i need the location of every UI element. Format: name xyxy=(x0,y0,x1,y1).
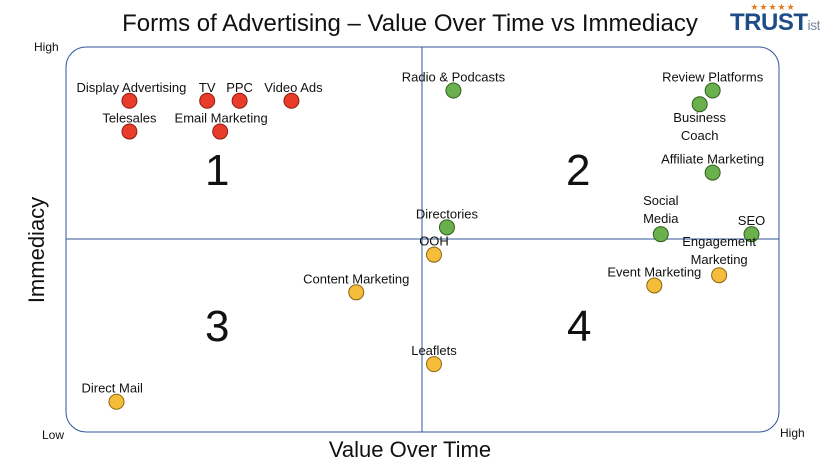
point-label-directories: Directories xyxy=(416,206,479,221)
trustist-logo: ★★★★★ TRUSTist xyxy=(730,2,820,42)
point-label-business-coach: Business Coach xyxy=(673,110,726,143)
data-point-engagement-marketing xyxy=(711,267,728,284)
x-axis-label: Value Over Time xyxy=(328,437,492,462)
quadrant-4-label: 4 xyxy=(567,302,592,351)
quadrant-3-label: 3 xyxy=(205,302,230,351)
point-label-telesales: Telesales xyxy=(102,111,157,126)
point-label-content-marketing: Content Marketing xyxy=(303,271,409,286)
quadrant-1-label: 1 xyxy=(205,146,230,195)
data-points: Display Advertising TV PPC Video Ads Telesal… xyxy=(77,70,765,410)
point-label-event-marketing: Event Marketing xyxy=(607,264,701,279)
point-label-tv: TV xyxy=(199,80,216,95)
logo-brand: TRUST xyxy=(730,9,808,36)
point-label-ooh: OOH xyxy=(419,234,449,249)
point-label-review-platforms: Review Platforms xyxy=(662,70,764,85)
point-label-engagement-marketing: Engagement Marketing xyxy=(682,234,756,267)
data-point-telesales xyxy=(121,123,138,140)
data-point-review-platforms xyxy=(704,82,721,99)
point-label-seo: SEO xyxy=(738,213,765,228)
logo-text: TRUSTist xyxy=(730,9,820,37)
logo-suffix: ist xyxy=(807,17,820,33)
data-point-content-marketing xyxy=(348,284,365,301)
point-label-direct-mail: Direct Mail xyxy=(81,381,143,396)
point-label-video-ads: Video Ads xyxy=(264,80,323,95)
data-point-radio-podcasts xyxy=(445,82,462,99)
point-label-leaflets: Leaflets xyxy=(411,343,457,358)
data-point-video-ads xyxy=(283,92,300,109)
point-label-email-marketing: Email Marketing xyxy=(175,111,268,126)
data-point-email-marketing xyxy=(212,123,229,140)
point-label-social-media: Social Media xyxy=(643,193,679,226)
point-label-ppc: PPC xyxy=(226,80,253,95)
chart-title: Forms of Advertising – Value Over Time v… xyxy=(122,10,698,37)
corner-label-low: Low xyxy=(42,428,65,442)
data-point-event-marketing xyxy=(646,277,663,294)
data-point-display-advertising xyxy=(121,92,138,109)
stars-icon: ★★★★★ xyxy=(750,2,796,12)
data-point-ooh xyxy=(426,246,442,263)
data-point-affiliate-marketing xyxy=(704,164,721,181)
data-point-business-coach xyxy=(691,96,708,113)
point-label-affiliate-marketing: Affiliate Marketing xyxy=(661,152,764,167)
quadrant-2-label: 2 xyxy=(566,146,591,195)
data-point-seo xyxy=(743,226,760,243)
corner-label-high-x: High xyxy=(780,426,805,440)
data-point-ppc xyxy=(231,92,248,109)
data-point-tv xyxy=(199,92,216,109)
point-label-radio-podcasts: Radio & Podcasts xyxy=(402,70,506,85)
corner-label-high-y: High xyxy=(34,40,59,54)
data-point-directories xyxy=(438,219,455,236)
data-point-leaflets xyxy=(426,356,442,373)
data-point-direct-mail xyxy=(108,393,125,410)
data-point-social-media xyxy=(652,226,669,243)
point-label-display-advertising: Display Advertising xyxy=(77,80,187,95)
